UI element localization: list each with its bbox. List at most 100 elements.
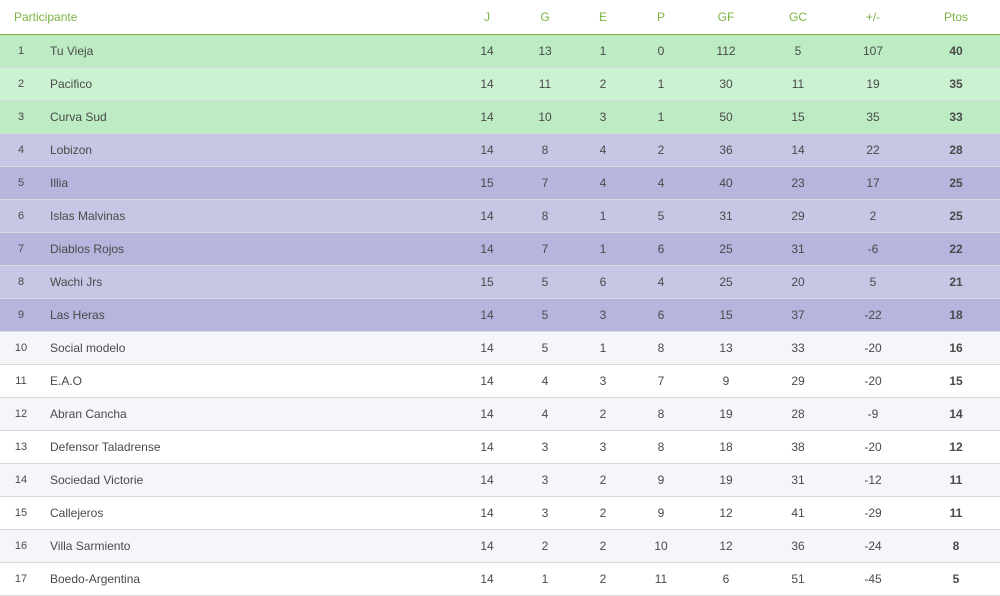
cell-pos: 14 <box>0 464 42 497</box>
cell-p: 6 <box>632 233 690 266</box>
cell-team: Illia <box>42 167 458 200</box>
cell-e: 6 <box>574 266 632 299</box>
cell-team: Abran Cancha <box>42 398 458 431</box>
cell-diff: 2 <box>834 200 912 233</box>
cell-team: Lobizon <box>42 134 458 167</box>
cell-gf: 9 <box>690 365 762 398</box>
cell-g: 5 <box>516 332 574 365</box>
cell-ptos: 25 <box>912 200 1000 233</box>
cell-team: Defensor Taladrense <box>42 431 458 464</box>
cell-g: 1 <box>516 563 574 596</box>
cell-pos: 2 <box>0 68 42 101</box>
cell-pos: 7 <box>0 233 42 266</box>
cell-j: 14 <box>458 35 516 68</box>
cell-gc: 5 <box>762 35 834 68</box>
col-gf: GF <box>690 0 762 35</box>
cell-p: 8 <box>632 431 690 464</box>
cell-ptos: 15 <box>912 365 1000 398</box>
cell-ptos: 18 <box>912 299 1000 332</box>
cell-j: 14 <box>458 563 516 596</box>
cell-diff: -45 <box>834 563 912 596</box>
cell-p: 7 <box>632 365 690 398</box>
cell-diff: -22 <box>834 299 912 332</box>
cell-pos: 5 <box>0 167 42 200</box>
cell-pos: 3 <box>0 101 42 134</box>
cell-g: 3 <box>516 497 574 530</box>
cell-gf: 15 <box>690 299 762 332</box>
cell-e: 2 <box>574 398 632 431</box>
col-gc: GC <box>762 0 834 35</box>
col-participante: Participante <box>0 0 458 35</box>
cell-g: 3 <box>516 431 574 464</box>
cell-p: 1 <box>632 68 690 101</box>
standings-table-container: Participante J G E P GF GC +/- Ptos 1Tu … <box>0 0 1000 596</box>
cell-team: Callejeros <box>42 497 458 530</box>
cell-ptos: 8 <box>912 530 1000 563</box>
cell-gc: 14 <box>762 134 834 167</box>
cell-e: 1 <box>574 200 632 233</box>
cell-diff: 5 <box>834 266 912 299</box>
cell-gc: 36 <box>762 530 834 563</box>
cell-ptos: 22 <box>912 233 1000 266</box>
cell-gc: 41 <box>762 497 834 530</box>
standings-body: 1Tu Vieja1413101125107402Pacifico1411213… <box>0 35 1000 596</box>
cell-gf: 112 <box>690 35 762 68</box>
cell-team: Villa Sarmiento <box>42 530 458 563</box>
cell-j: 14 <box>458 497 516 530</box>
cell-gf: 30 <box>690 68 762 101</box>
cell-pos: 4 <box>0 134 42 167</box>
cell-g: 2 <box>516 530 574 563</box>
cell-pos: 13 <box>0 431 42 464</box>
cell-pos: 6 <box>0 200 42 233</box>
cell-e: 3 <box>574 365 632 398</box>
cell-diff: 22 <box>834 134 912 167</box>
cell-gc: 28 <box>762 398 834 431</box>
cell-g: 7 <box>516 167 574 200</box>
cell-ptos: 14 <box>912 398 1000 431</box>
cell-p: 4 <box>632 167 690 200</box>
cell-gc: 51 <box>762 563 834 596</box>
cell-diff: -29 <box>834 497 912 530</box>
cell-e: 1 <box>574 233 632 266</box>
cell-g: 3 <box>516 464 574 497</box>
cell-diff: -20 <box>834 365 912 398</box>
cell-e: 2 <box>574 464 632 497</box>
cell-team: Boedo-Argentina <box>42 563 458 596</box>
cell-e: 1 <box>574 35 632 68</box>
cell-gc: 31 <box>762 233 834 266</box>
standings-header: Participante J G E P GF GC +/- Ptos <box>0 0 1000 35</box>
cell-pos: 10 <box>0 332 42 365</box>
col-p: P <box>632 0 690 35</box>
cell-gc: 37 <box>762 299 834 332</box>
cell-ptos: 11 <box>912 464 1000 497</box>
table-row: 7Diablos Rojos147162531-622 <box>0 233 1000 266</box>
cell-ptos: 28 <box>912 134 1000 167</box>
cell-ptos: 12 <box>912 431 1000 464</box>
cell-e: 2 <box>574 563 632 596</box>
cell-p: 10 <box>632 530 690 563</box>
cell-gf: 50 <box>690 101 762 134</box>
cell-team: Pacifico <box>42 68 458 101</box>
cell-j: 14 <box>458 299 516 332</box>
cell-gf: 13 <box>690 332 762 365</box>
table-row: 8Wachi Jrs155642520521 <box>0 266 1000 299</box>
cell-g: 5 <box>516 299 574 332</box>
cell-j: 15 <box>458 167 516 200</box>
cell-diff: -12 <box>834 464 912 497</box>
cell-e: 3 <box>574 299 632 332</box>
cell-gf: 40 <box>690 167 762 200</box>
cell-p: 4 <box>632 266 690 299</box>
cell-gc: 11 <box>762 68 834 101</box>
cell-g: 4 <box>516 365 574 398</box>
table-row: 6Islas Malvinas148153129225 <box>0 200 1000 233</box>
table-row: 10Social modelo145181333-2016 <box>0 332 1000 365</box>
table-row: 3Curva Sud14103150153533 <box>0 101 1000 134</box>
cell-gc: 29 <box>762 365 834 398</box>
cell-gf: 19 <box>690 398 762 431</box>
cell-pos: 15 <box>0 497 42 530</box>
table-row: 12Abran Cancha144281928-914 <box>0 398 1000 431</box>
cell-gc: 33 <box>762 332 834 365</box>
cell-p: 5 <box>632 200 690 233</box>
cell-diff: -20 <box>834 332 912 365</box>
table-row: 17Boedo-Argentina141211651-455 <box>0 563 1000 596</box>
